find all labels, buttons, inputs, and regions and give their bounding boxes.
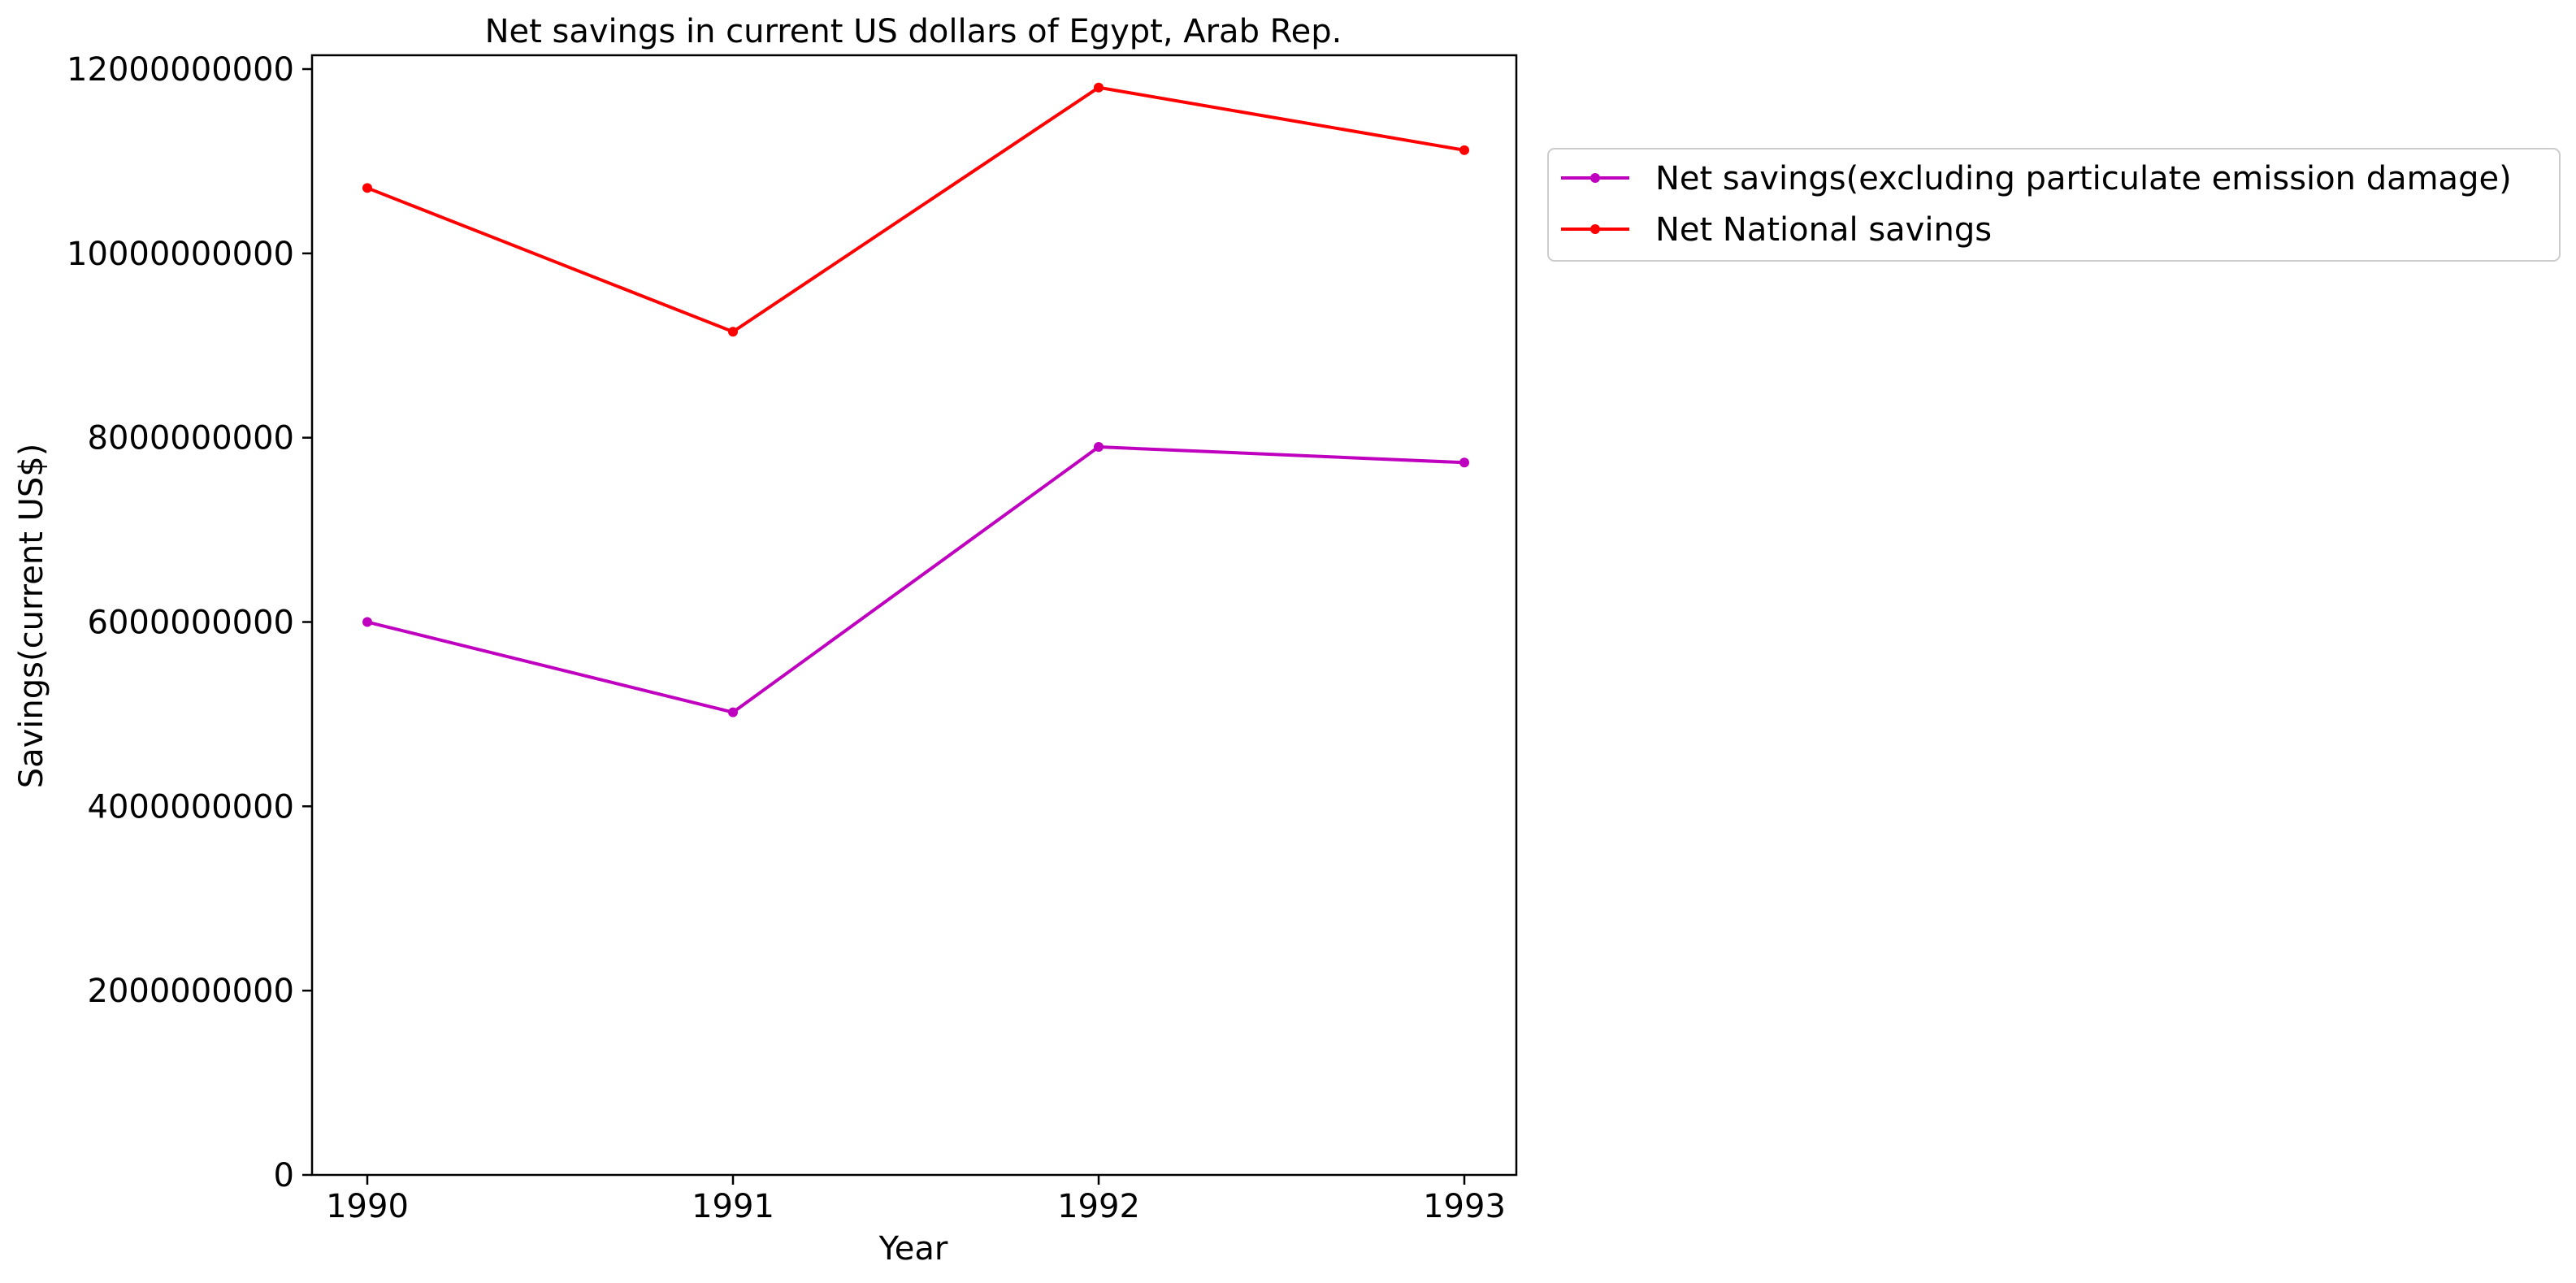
legend: Net savings(excluding particulate emissi… [1547,148,2561,262]
x-tick-label: 1991 [692,1188,774,1225]
x-tick-label: 1992 [1057,1188,1140,1225]
data-point [1094,442,1104,453]
data-point [1094,82,1104,93]
legend-label: Net savings(excluding particulate emissi… [1655,160,2512,197]
legend-box [1547,148,2561,262]
y-axis-ticks: 0 2000000000 4000000000 6000000000 800000000… [67,51,312,1194]
data-point [1459,145,1469,155]
x-axis-ticks: 1990 1991 1992 1993 [326,1175,1506,1225]
y-tick-label: 0 [274,1157,294,1194]
series-layer [362,82,1469,717]
legend-swatch-marker [1590,224,1600,234]
y-axis-label: Savings(current US$) [13,444,50,789]
legend-label: Net National savings [1655,211,1992,249]
chart-title: Net savings in current US dollars of Egy… [485,13,1342,50]
y-tick-label: 10000000000 [67,236,294,273]
y-tick-label: 2000000000 [88,973,295,1010]
y-tick-label: 8000000000 [88,420,295,457]
data-point [362,183,372,193]
data-point [362,617,372,627]
x-axis-label: Year [878,1230,948,1268]
legend-swatch-marker [1590,173,1600,183]
series-line-1 [366,85,1465,334]
data-point [728,327,738,337]
y-tick-label: 4000000000 [88,788,295,826]
data-point [728,707,738,717]
plot-area [310,54,1518,1177]
data-point [1459,457,1469,468]
series-line-0 [366,445,1465,714]
y-tick-label: 12000000000 [67,51,294,89]
x-tick-label: 1993 [1423,1188,1506,1225]
legend-items: Net savings(excluding particulate emissi… [1561,160,2512,249]
y-tick-label: 6000000000 [88,605,295,642]
x-tick-label: 1990 [326,1188,409,1225]
